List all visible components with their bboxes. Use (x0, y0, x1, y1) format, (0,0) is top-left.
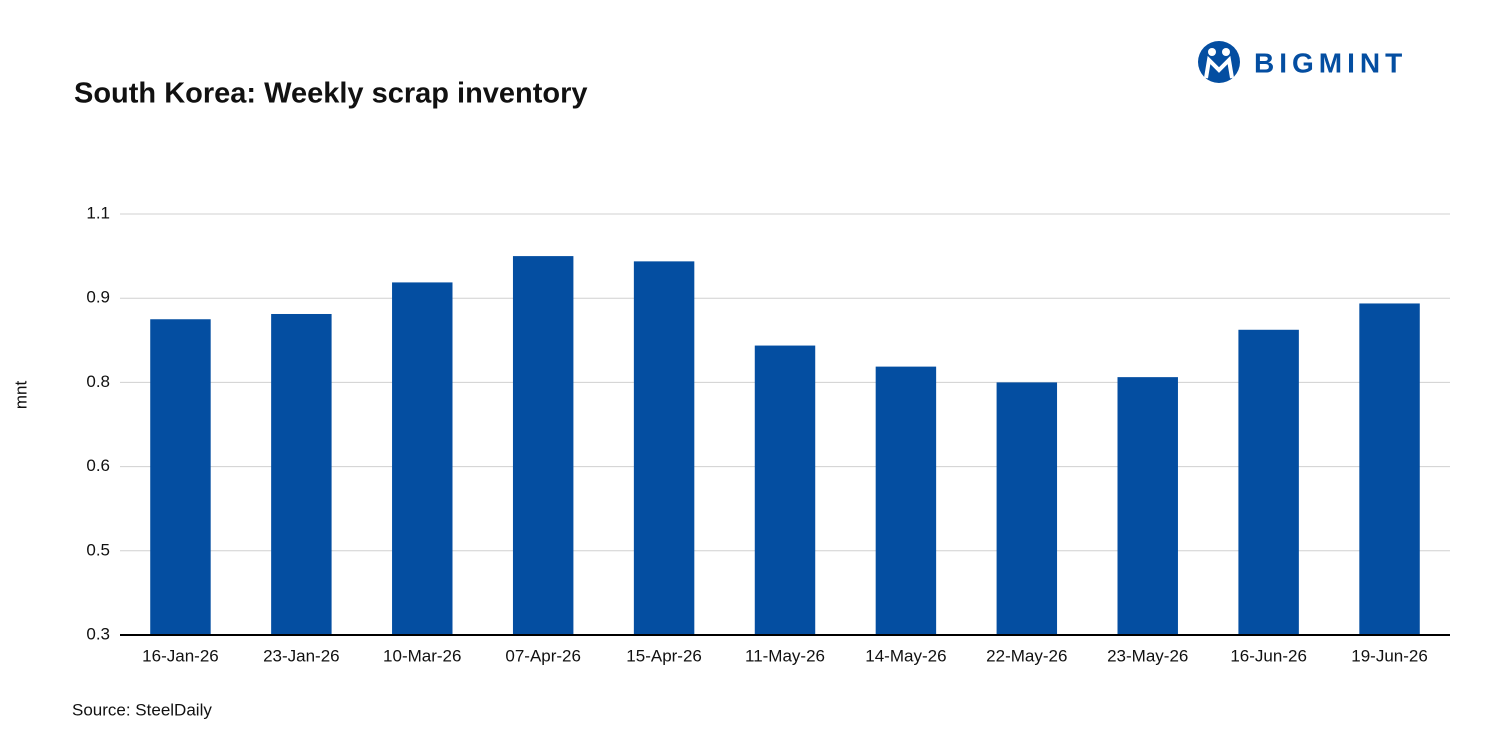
source-note: Source: SteelDaily (72, 700, 212, 719)
x-tick-label: 15-Apr-26 (626, 646, 702, 665)
bar (875, 366, 937, 635)
x-tick-label: 22-May-26 (986, 646, 1067, 665)
x-tick-label: 23-May-26 (1107, 646, 1188, 665)
y-tick-label: 0.5 (86, 540, 110, 559)
bar (754, 345, 816, 635)
y-tick-label: 1.1 (86, 203, 110, 222)
bar (996, 382, 1058, 635)
x-tick-label: 14-May-26 (865, 646, 946, 665)
chart-title: South Korea: Weekly scrap inventory (74, 78, 588, 110)
y-axis-label: mnt (11, 381, 30, 410)
bar (1238, 329, 1299, 635)
logo: BIGMINT (1198, 41, 1407, 83)
bar (271, 313, 332, 635)
x-tick-label: 19-Jun-26 (1351, 646, 1428, 665)
x-tick-label: 16-Jun-26 (1230, 646, 1307, 665)
logo-icon-dot (1222, 48, 1230, 56)
brand-name: BIGMINT (1254, 47, 1407, 78)
bar (150, 319, 211, 635)
bar (633, 261, 695, 635)
y-tick-label: 0.3 (86, 624, 110, 643)
x-tick-label: 07-Apr-26 (505, 646, 581, 665)
y-tick-label: 0.9 (86, 288, 110, 307)
x-tick-label: 11-May-26 (745, 646, 825, 665)
bar (1117, 377, 1178, 635)
bar (1359, 303, 1420, 635)
x-tick-label: 10-Mar-26 (383, 646, 461, 665)
y-tick-label: 0.6 (86, 456, 110, 475)
bar (392, 282, 453, 635)
x-tick-label: 16-Jan-26 (142, 646, 219, 665)
y-tick-label: 0.8 (86, 372, 110, 391)
logo-icon-dot (1208, 48, 1216, 56)
bar (512, 256, 574, 635)
x-tick-label: 23-Jan-26 (263, 646, 340, 665)
logo-icon-m (1204, 55, 1234, 79)
